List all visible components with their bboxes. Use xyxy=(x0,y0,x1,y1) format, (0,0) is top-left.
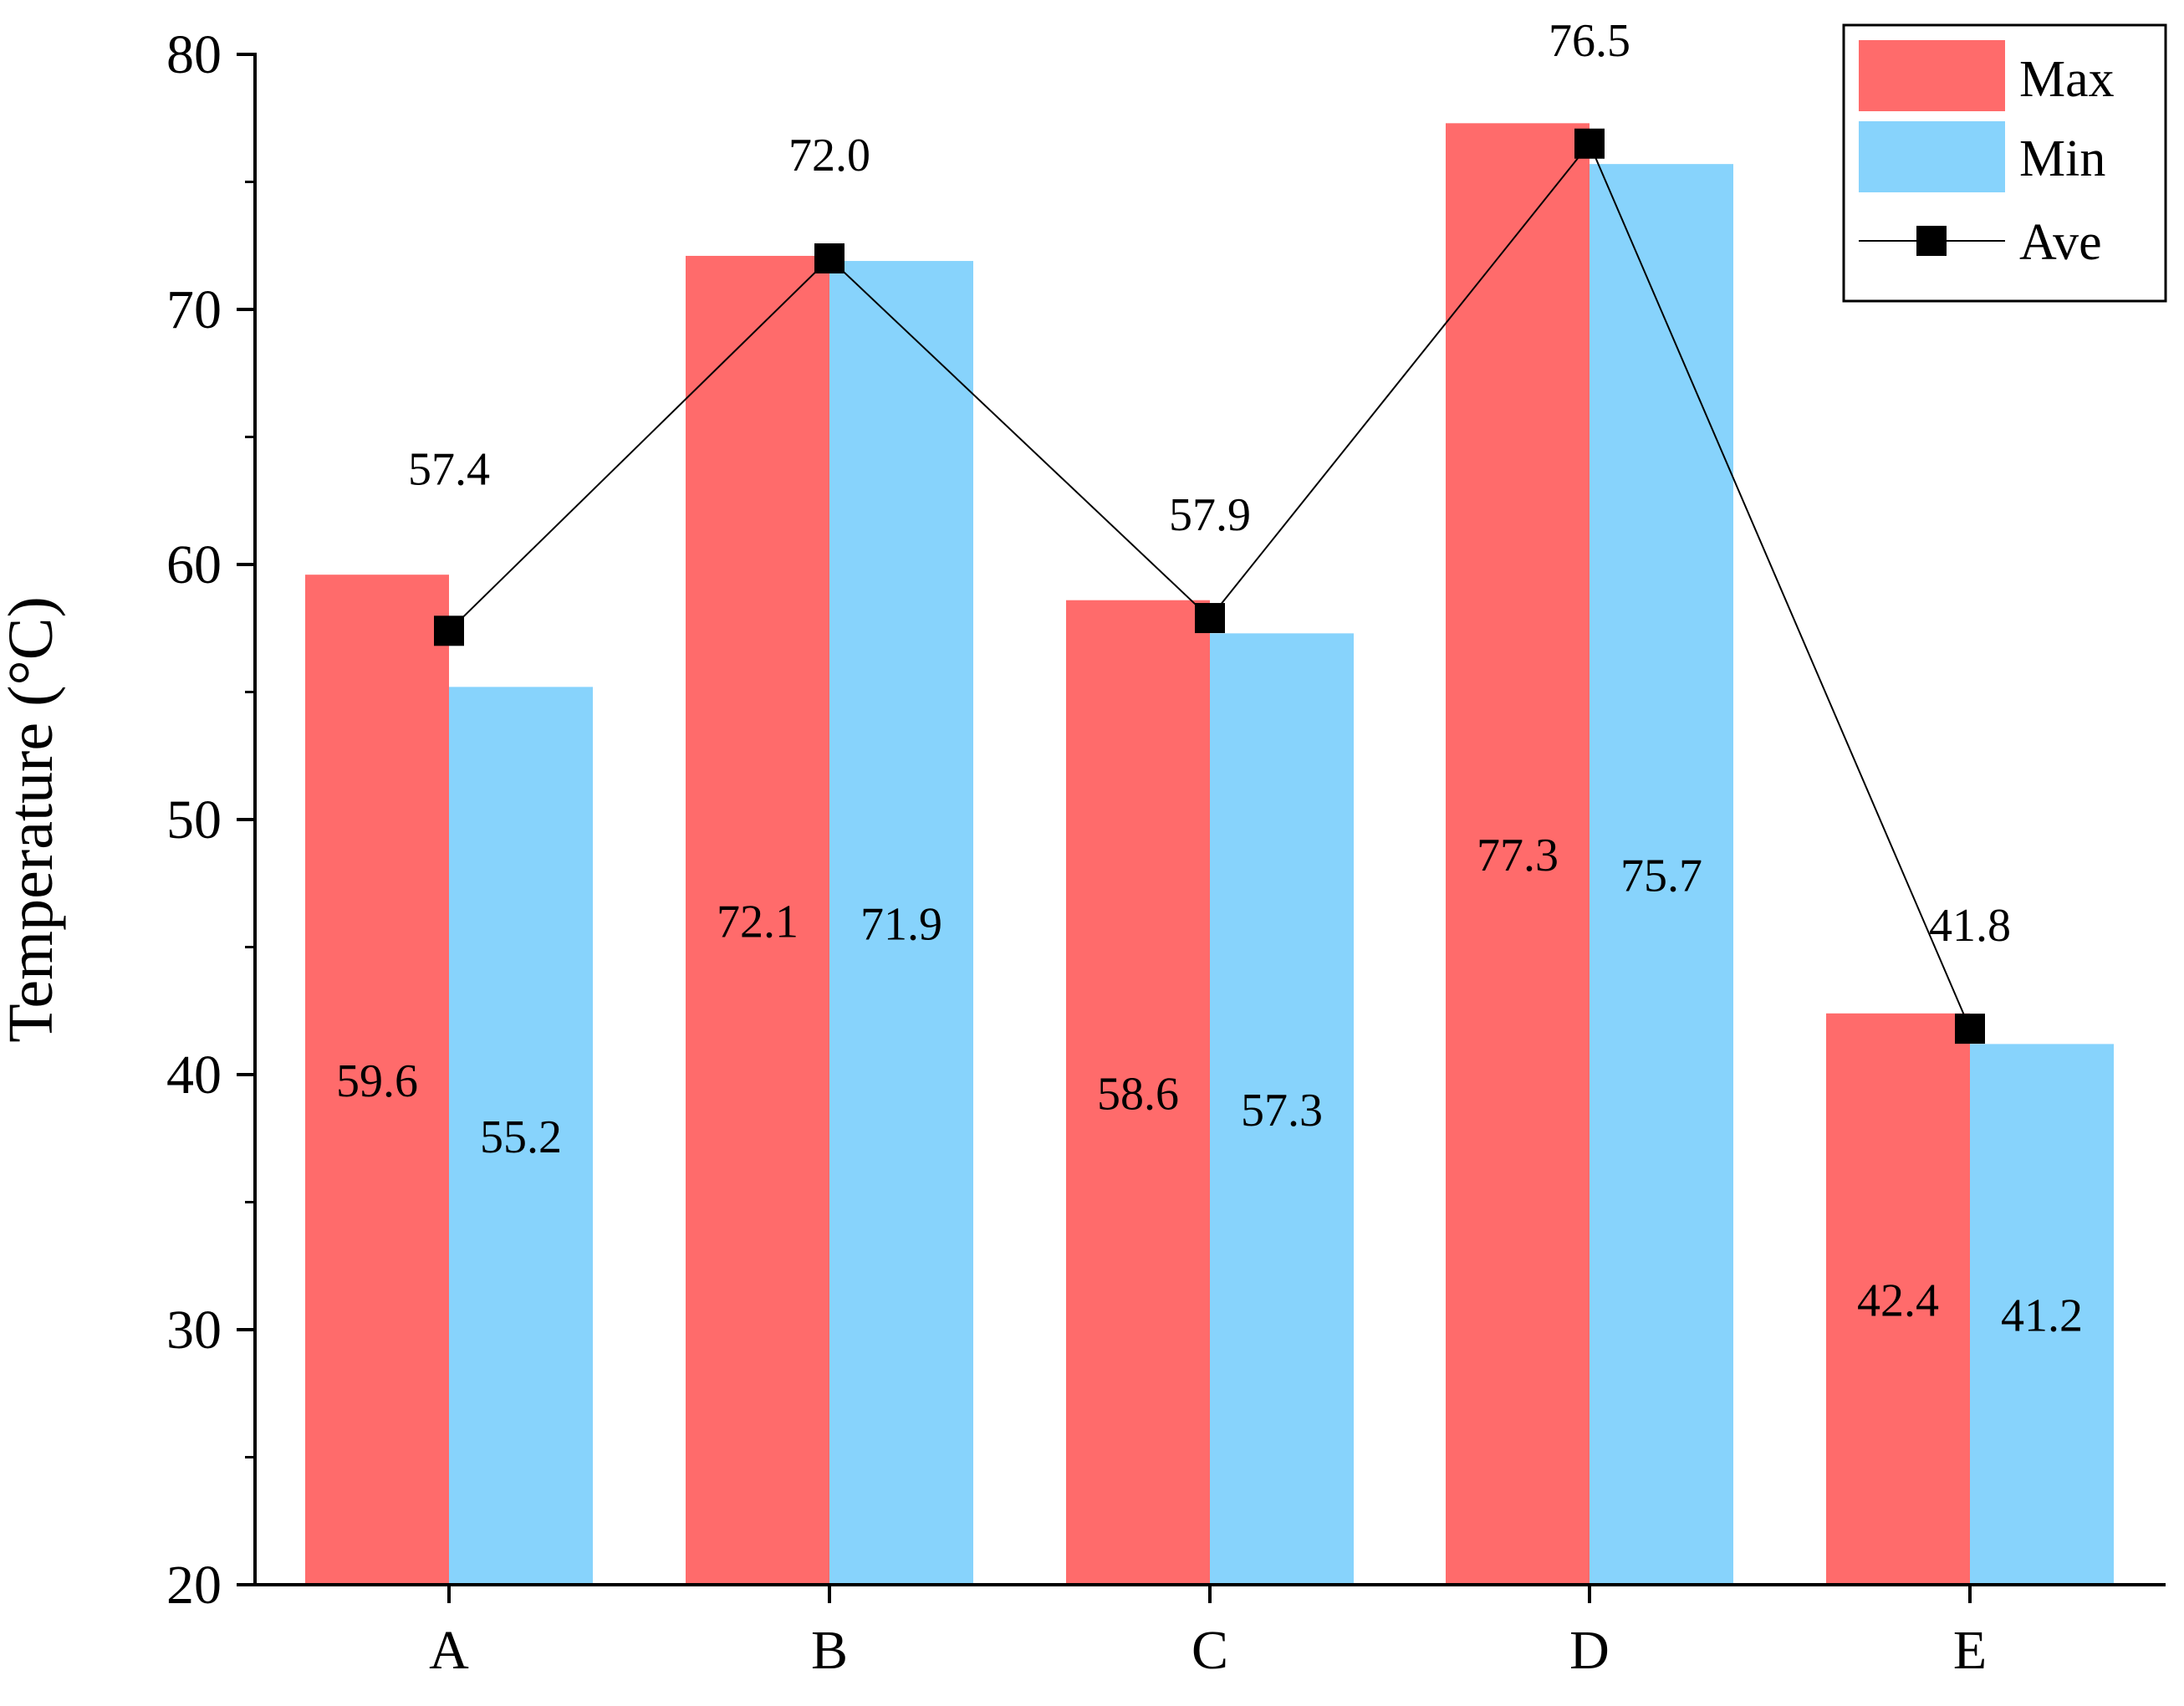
bar-max-a xyxy=(305,575,449,1586)
y-tick-label: 50 xyxy=(166,789,222,850)
data-label-ave-b: 72.0 xyxy=(788,130,870,181)
x-tick-label-d: D xyxy=(1569,1620,1610,1681)
data-label-max-e: 42.4 xyxy=(1857,1274,1939,1326)
data-label-min-a: 55.2 xyxy=(480,1111,562,1163)
average-marker-a xyxy=(434,615,464,646)
average-marker-b xyxy=(814,243,845,273)
x-tick-label-a: A xyxy=(429,1620,469,1681)
data-label-min-b: 71.9 xyxy=(860,899,942,951)
x-tick-label-b: B xyxy=(811,1620,848,1681)
data-label-max-b: 72.1 xyxy=(717,896,799,947)
data-label-ave-e: 41.8 xyxy=(1929,900,2011,952)
data-label-max-a: 59.6 xyxy=(336,1055,418,1107)
bars-layer: 59.6 55.2 72.1 71.9 58.6 57.3 77.3 75.7 42.4 41.2 xyxy=(305,123,2114,1586)
y-tick-label: 30 xyxy=(166,1300,222,1361)
y-tick-label: 40 xyxy=(166,1045,222,1106)
y-tick-label: 60 xyxy=(166,534,222,595)
data-label-max-c: 58.6 xyxy=(1097,1068,1179,1120)
legend-label-min: Min xyxy=(2019,130,2105,187)
legend-marker-ave xyxy=(1916,226,1947,256)
bar-min-d xyxy=(1590,164,1733,1585)
axes: 20 30 40 50 60 70 80 A B C D E xyxy=(166,24,2166,1681)
bar-min-b xyxy=(829,261,973,1585)
y-tick-label: 70 xyxy=(166,279,222,340)
legend-swatch-min xyxy=(1859,121,2005,192)
legend-label-max: Max xyxy=(2019,51,2115,108)
average-line-layer: 57.4 72.0 57.9 76.5 41.8 xyxy=(408,15,2011,1045)
data-label-ave-a: 57.4 xyxy=(408,443,490,495)
legend-label-ave: Ave xyxy=(2019,214,2102,271)
data-label-ave-c: 57.9 xyxy=(1169,489,1251,541)
y-tick-label: 20 xyxy=(166,1555,222,1616)
average-marker-c xyxy=(1195,603,1225,634)
bar-max-c xyxy=(1066,600,1210,1586)
data-label-min-c: 57.3 xyxy=(1241,1085,1323,1136)
bar-min-e xyxy=(1970,1044,2114,1585)
bar-min-c xyxy=(1210,633,1354,1585)
average-marker-e xyxy=(1955,1014,1985,1045)
legend-swatch-max xyxy=(1859,40,2005,111)
data-label-min-d: 75.7 xyxy=(1620,850,1702,902)
bar-min-a xyxy=(449,687,593,1585)
bar-max-b xyxy=(686,255,829,1586)
x-tick-label-e: E xyxy=(1953,1620,1987,1681)
data-label-ave-d: 76.5 xyxy=(1549,15,1630,67)
bar-max-e xyxy=(1826,1013,1970,1585)
x-tick-label-c: C xyxy=(1192,1620,1228,1681)
bar-max-d xyxy=(1446,123,1590,1586)
legend: Max Min Ave xyxy=(1842,23,2167,303)
y-tick-label: 80 xyxy=(166,24,222,85)
y-axis-title: Temperature (°C) xyxy=(0,596,66,1043)
data-label-max-d: 77.3 xyxy=(1477,830,1559,881)
data-label-min-e: 41.2 xyxy=(2001,1290,2083,1342)
average-marker-d xyxy=(1574,128,1605,159)
